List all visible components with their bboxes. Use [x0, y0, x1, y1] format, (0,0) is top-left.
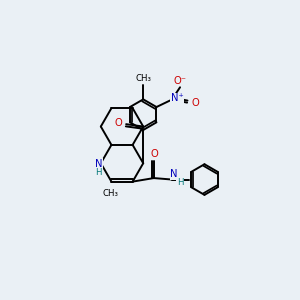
Text: N⁺: N⁺ [171, 94, 184, 103]
Text: H: H [177, 178, 183, 187]
Text: O: O [151, 148, 158, 159]
Text: O: O [191, 98, 199, 108]
Text: H: H [95, 169, 102, 178]
Text: CH₃: CH₃ [136, 74, 152, 83]
Text: N: N [95, 158, 103, 169]
Text: CH₃: CH₃ [103, 190, 119, 199]
Text: O: O [115, 118, 123, 128]
Text: N: N [170, 169, 178, 179]
Text: O⁻: O⁻ [174, 76, 187, 86]
